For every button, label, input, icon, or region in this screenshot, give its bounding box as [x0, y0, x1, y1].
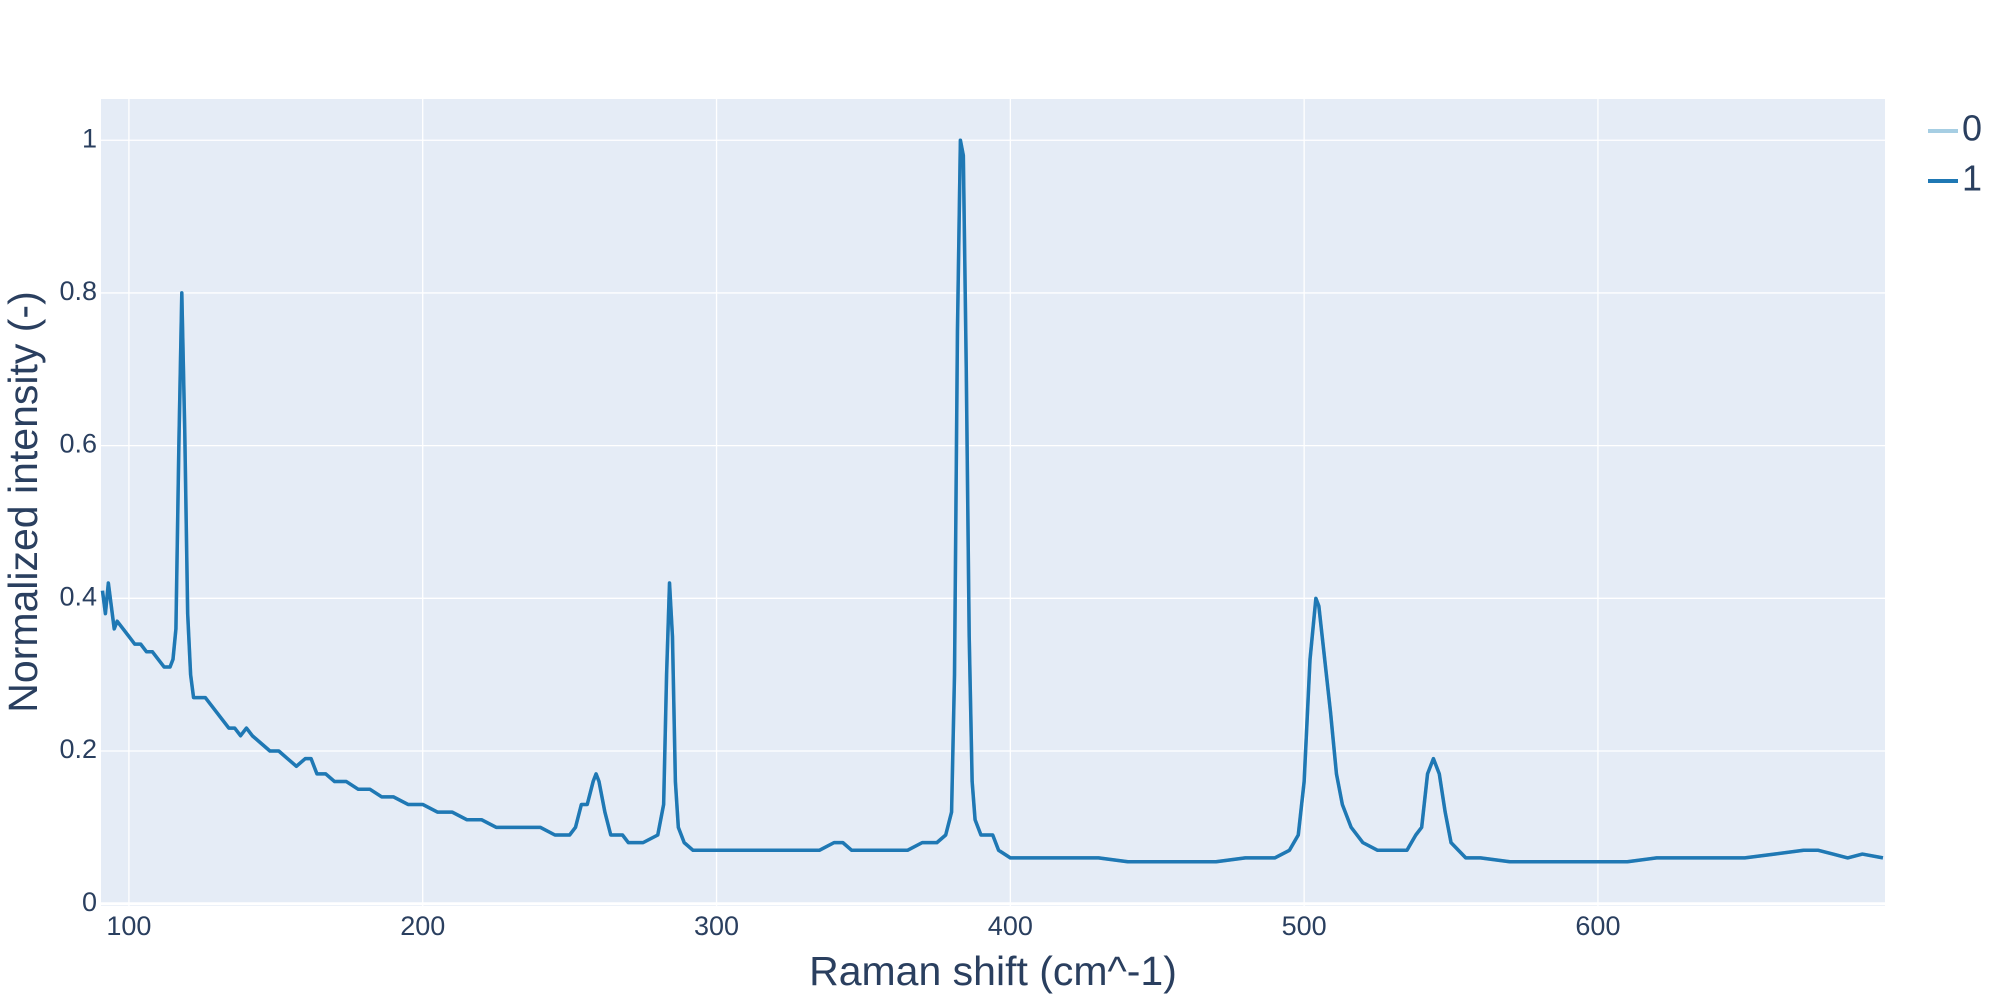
- x-tick-label: 300: [694, 911, 739, 941]
- x-tick-label: 400: [988, 911, 1033, 941]
- x-tick-label: 600: [1575, 911, 1620, 941]
- y-tick-label: 0.4: [59, 581, 97, 611]
- legend-label: 0: [1962, 108, 1982, 149]
- x-axis-title: Raman shift (cm^-1): [809, 948, 1177, 994]
- y-tick-label: 0.8: [59, 276, 97, 306]
- y-tick-label: 0.2: [59, 734, 97, 764]
- x-tick-label: 200: [400, 911, 445, 941]
- legend-label: 1: [1962, 158, 1982, 199]
- x-tick-label: 100: [106, 911, 151, 941]
- y-tick-label: 0.6: [59, 429, 97, 459]
- plot-background: [101, 99, 1885, 906]
- line-series: [100, 138, 1884, 864]
- y-axis-title: Normalized intensity (-): [0, 291, 46, 713]
- y-tick-label: 0: [82, 887, 97, 917]
- x-tick-label: 500: [1282, 911, 1327, 941]
- y-tick-label: 1: [82, 123, 97, 153]
